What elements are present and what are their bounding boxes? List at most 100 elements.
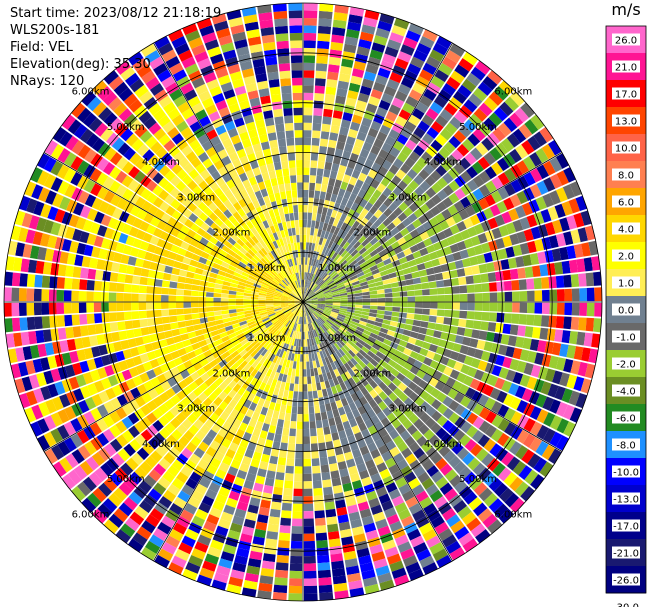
- range-gate-cell: [310, 345, 314, 354]
- range-gate-cell: [483, 117, 497, 132]
- range-gate-cell: [307, 290, 313, 297]
- range-gate-cell: [378, 401, 388, 411]
- range-gate-cell: [327, 530, 340, 540]
- range-gate-cell: [453, 429, 466, 442]
- range-gate-cell: [334, 265, 342, 272]
- range-gate-cell: [489, 443, 503, 457]
- range-gate-cell: [495, 322, 504, 333]
- range-gate-cell: [358, 320, 367, 326]
- range-gate-cell: [330, 288, 339, 293]
- range-gate-cell: [400, 76, 415, 89]
- range-gate-cell: [328, 216, 335, 226]
- range-gate-cell: [441, 208, 452, 220]
- range-gate-cell: [389, 254, 399, 263]
- range-gate-cell: [444, 309, 453, 318]
- range-gate-cell: [314, 352, 319, 361]
- range-gate-cell: [324, 322, 331, 329]
- range-gate-cell: [422, 133, 435, 145]
- range-gate-cell: [554, 385, 566, 401]
- range-gate-cell: [371, 268, 380, 275]
- range-gate-cell: [454, 416, 466, 429]
- range-gate-cell: [551, 248, 562, 262]
- range-gate-cell: [340, 337, 348, 345]
- range-gate-cell: [396, 222, 406, 232]
- range-gate-cell: [430, 515, 445, 529]
- range-gate-cell: [388, 488, 401, 500]
- range-gate-cell: [332, 377, 340, 386]
- range-gate-cell: [449, 224, 460, 235]
- range-gate-cell: [529, 437, 543, 452]
- range-gate-cell: [449, 546, 466, 561]
- range-gate-cell: [338, 164, 347, 174]
- range-gate-cell: [344, 143, 354, 153]
- range-gate-cell: [323, 311, 331, 316]
- range-gate-cell: [414, 339, 424, 348]
- range-gate-cell: [326, 448, 336, 457]
- range-gate-cell: [474, 283, 483, 293]
- range-gate-cell: [408, 503, 422, 515]
- range-gate-cell: [419, 36, 435, 49]
- range-gate-cell: [483, 207, 494, 220]
- range-gate-cell: [396, 344, 406, 353]
- range-gate-cell: [345, 267, 354, 274]
- range-gate-cell: [324, 275, 331, 282]
- range-gate-cell: [449, 350, 460, 361]
- range-gate-cell: [317, 160, 325, 170]
- range-gate-cell: [393, 17, 410, 30]
- range-gate-cell: [406, 356, 417, 366]
- colorbar-tick-label: 0.0: [618, 306, 634, 317]
- range-gate-cell: [280, 404, 287, 413]
- range-gate-cell: [448, 135, 462, 149]
- range-gate-cell: [306, 288, 310, 296]
- range-gate-cell: [312, 274, 317, 282]
- range-gate-cell: [314, 320, 320, 328]
- range-gate-cell: [467, 226, 478, 238]
- range-gate-cell: [306, 227, 311, 236]
- range-gate-cell: [463, 238, 474, 249]
- range-gate-cell: [378, 249, 387, 257]
- range-gate-cell: [335, 279, 343, 285]
- range-gate-cell: [407, 381, 418, 392]
- range-gate-cell: [515, 256, 525, 268]
- range-gate-cell: [347, 339, 356, 347]
- range-gate-cell: [330, 553, 344, 563]
- range-gate-cell: [347, 296, 356, 300]
- range-gate-cell: [331, 290, 340, 295]
- range-gate-cell: [489, 292, 498, 302]
- range-gate-cell: [321, 263, 328, 271]
- range-gate-cell: [504, 291, 513, 302]
- range-gate-cell: [330, 312, 338, 318]
- range-gate-cell: [491, 364, 502, 377]
- range-gate-cell: [375, 363, 385, 372]
- range-gate-cell: [303, 174, 310, 183]
- range-gate-cell: [346, 288, 355, 293]
- range-gate-cell: [539, 264, 549, 277]
- range-gate-cell: [410, 56, 425, 69]
- range-gate-cell: [308, 273, 313, 281]
- range-gate-cell: [343, 404, 352, 414]
- range-gate-cell: [407, 290, 415, 297]
- range-gate-cell: [443, 141, 456, 154]
- range-gate-cell: [364, 392, 373, 403]
- range-gate-cell: [426, 227, 436, 238]
- range-gate-cell: [383, 207, 393, 218]
- range-gate-cell: [397, 382, 408, 392]
- range-gate-cell: [394, 534, 409, 546]
- range-gate-cell: [469, 338, 479, 348]
- range-gate-cell: [318, 237, 324, 246]
- range-gate-cell: [331, 261, 338, 269]
- range-gate-cell: [308, 291, 315, 297]
- range-gate-cell: [355, 302, 363, 305]
- range-gate-cell: [320, 325, 327, 333]
- range-gate-cell: [323, 486, 333, 496]
- range-gate-cell: [284, 473, 294, 482]
- range-gate-cell: [393, 207, 403, 217]
- range-gate-cell: [400, 302, 408, 308]
- range-gate-cell: [325, 320, 332, 327]
- range-gate-cell: [318, 10, 333, 20]
- range-gate-cell: [321, 313, 329, 319]
- range-gate-cell: [332, 294, 340, 298]
- range-gate-cell: [324, 501, 336, 511]
- range-gate-cell: [297, 413, 303, 422]
- range-gate-cell: [421, 441, 433, 453]
